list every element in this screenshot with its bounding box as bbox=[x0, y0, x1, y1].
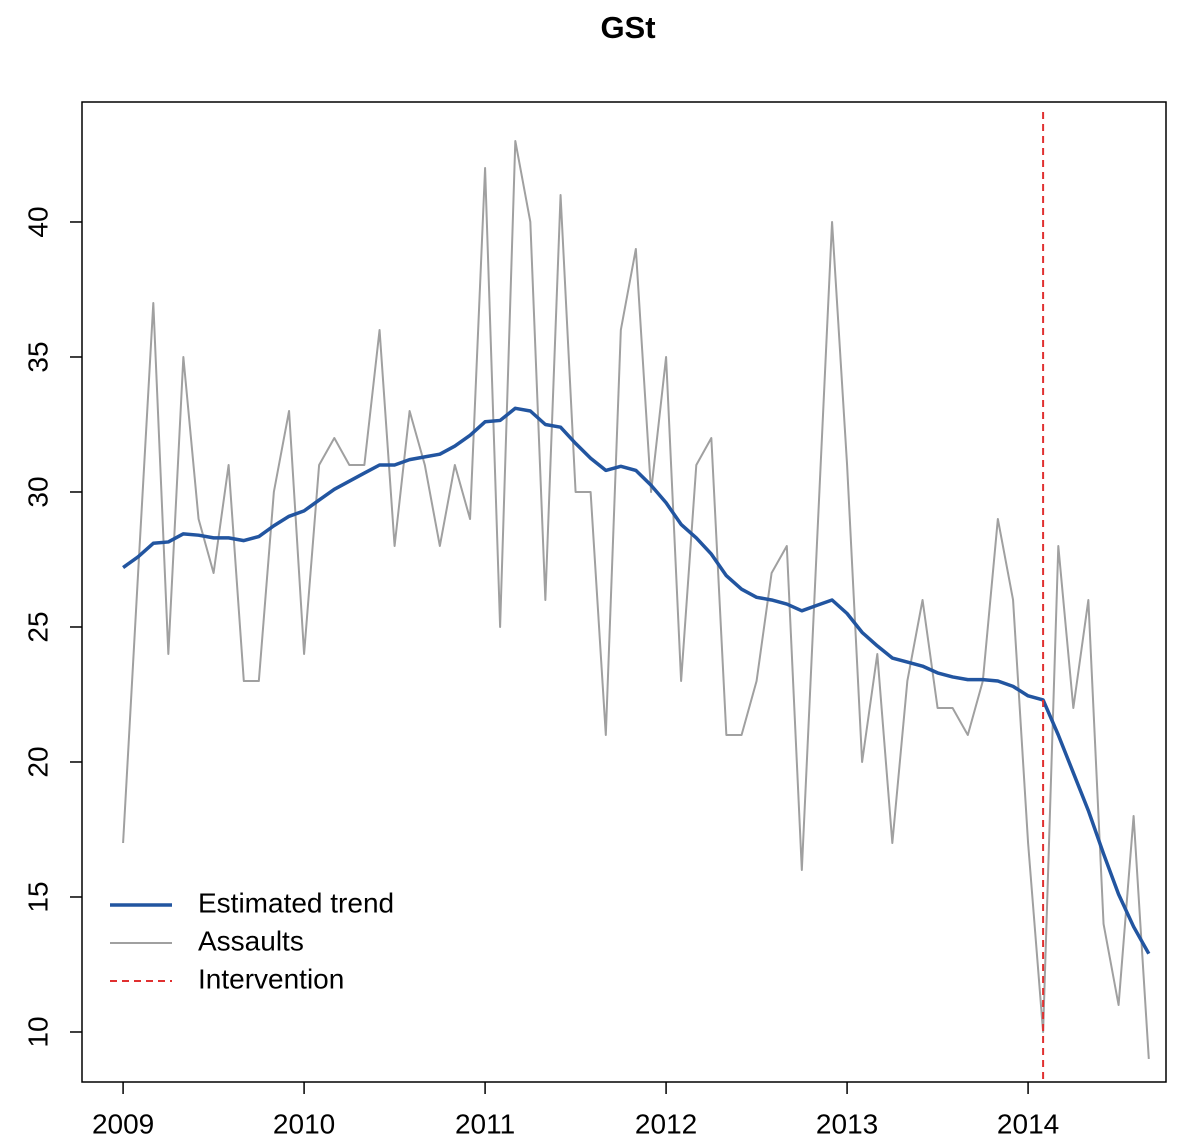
x-tick-label: 2010 bbox=[273, 1108, 335, 1139]
legend-label: Intervention bbox=[198, 963, 344, 994]
x-tick-label: 2012 bbox=[635, 1108, 697, 1139]
y-tick-label: 15 bbox=[22, 881, 53, 912]
plot-frame bbox=[81, 101, 1167, 1083]
x-tick-label: 2014 bbox=[997, 1108, 1059, 1139]
legend-label: Assaults bbox=[198, 925, 304, 956]
chart-title: GSt bbox=[600, 10, 655, 45]
y-tick-label: 35 bbox=[22, 341, 53, 372]
series-line bbox=[122, 406, 1151, 955]
y-tick-label: 40 bbox=[22, 206, 53, 237]
x-tick-label: 2011 bbox=[455, 1108, 515, 1139]
y-tick-label: 10 bbox=[22, 1016, 53, 1047]
legend-label: Estimated trend bbox=[198, 887, 394, 918]
y-tick-label: 30 bbox=[22, 476, 53, 507]
y-tick-label: 20 bbox=[22, 746, 53, 777]
x-tick-label: 2013 bbox=[816, 1108, 878, 1139]
x-tick-label: 2009 bbox=[92, 1108, 154, 1139]
y-tick-label: 25 bbox=[22, 611, 53, 642]
series-line bbox=[122, 139, 1150, 1060]
